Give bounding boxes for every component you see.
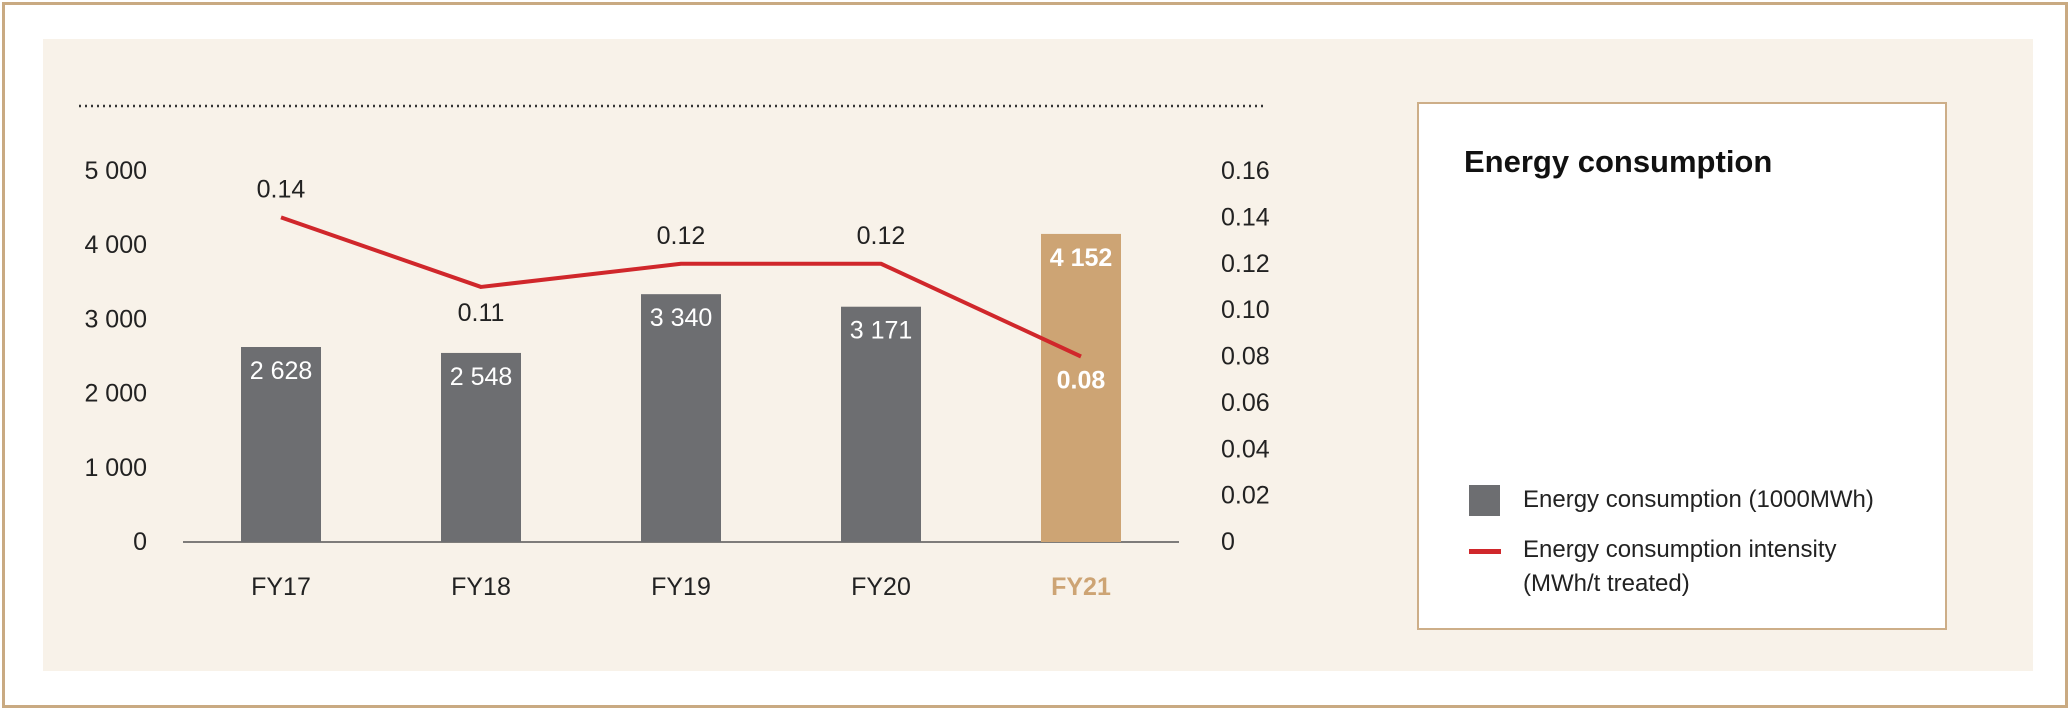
bar: [1041, 233, 1121, 542]
line-value-label: 0.12: [857, 222, 906, 250]
right-axis-tick-label: 0.02: [1221, 482, 1270, 510]
right-axis-tick-label: 0.14: [1221, 203, 1270, 231]
legend-swatch-line: [1469, 549, 1501, 554]
bar: [241, 347, 321, 542]
right-axis-tick-label: 0.04: [1221, 435, 1270, 463]
x-axis-category-label: FY21: [1051, 573, 1111, 601]
bar-value-label: 2 628: [250, 357, 313, 385]
left-axis-tick-label: 0: [133, 528, 147, 556]
left-axis-tick-label: 2 000: [84, 380, 147, 408]
chart-canvas: 0 1 000 2 000 3 000 4 000 5 000 0 0.02 0.04 0.06 0…: [79, 104, 1270, 601]
x-axis-category-label: FY17: [251, 573, 311, 601]
left-axis-tick-label: 1 000: [84, 454, 147, 482]
right-axis-tick-label: 0: [1221, 528, 1235, 556]
line-value-label: 0.08: [1057, 367, 1106, 395]
right-axis-tick-label: 0.12: [1221, 250, 1270, 278]
line-value-label: 0.12: [657, 222, 706, 250]
chart-panel: 0 1 000 2 000 3 000 4 000 5 000 0 0.02 0.04 0.06 0…: [43, 39, 2033, 671]
x-axis-category-label: FY18: [451, 573, 511, 601]
left-axis-tick-label: 5 000: [84, 157, 147, 185]
line-value-label: 0.11: [458, 299, 505, 327]
right-axis-tick-label: 0.06: [1221, 389, 1270, 417]
bar: [641, 294, 721, 542]
legend-box: Energy consumption Energy consumption (1…: [1417, 102, 1947, 630]
line-value-label: 0.14: [257, 175, 306, 203]
bar-value-label: 3 171: [850, 317, 913, 345]
x-axis-category-label: FY19: [651, 573, 711, 601]
bar: [841, 306, 921, 542]
intensity-line: [280, 215, 1082, 359]
x-axis-category-label: FY20: [851, 573, 911, 601]
legend-label-line-2: (MWh/t treated): [1523, 570, 1690, 597]
bar-value-label: 3 340: [650, 304, 713, 332]
legend-title: Energy consumption: [1464, 144, 1773, 179]
left-axis-tick-label: 4 000: [84, 231, 147, 259]
legend-label-bar: Energy consumption (1000MWh): [1523, 486, 1874, 513]
legend-label-line-1: Energy consumption intensity: [1523, 536, 1837, 563]
left-axis-tick-label: 3 000: [84, 305, 147, 333]
bar-value-label: 4 152: [1050, 244, 1113, 272]
right-axis-tick-label: 0.16: [1221, 157, 1270, 185]
legend-swatch-bar: [1469, 485, 1500, 516]
right-axis-tick-label: 0.08: [1221, 343, 1270, 371]
bar-value-label: 2 548: [450, 363, 513, 391]
right-axis-tick-label: 0.10: [1221, 296, 1270, 324]
bar: [441, 352, 521, 542]
